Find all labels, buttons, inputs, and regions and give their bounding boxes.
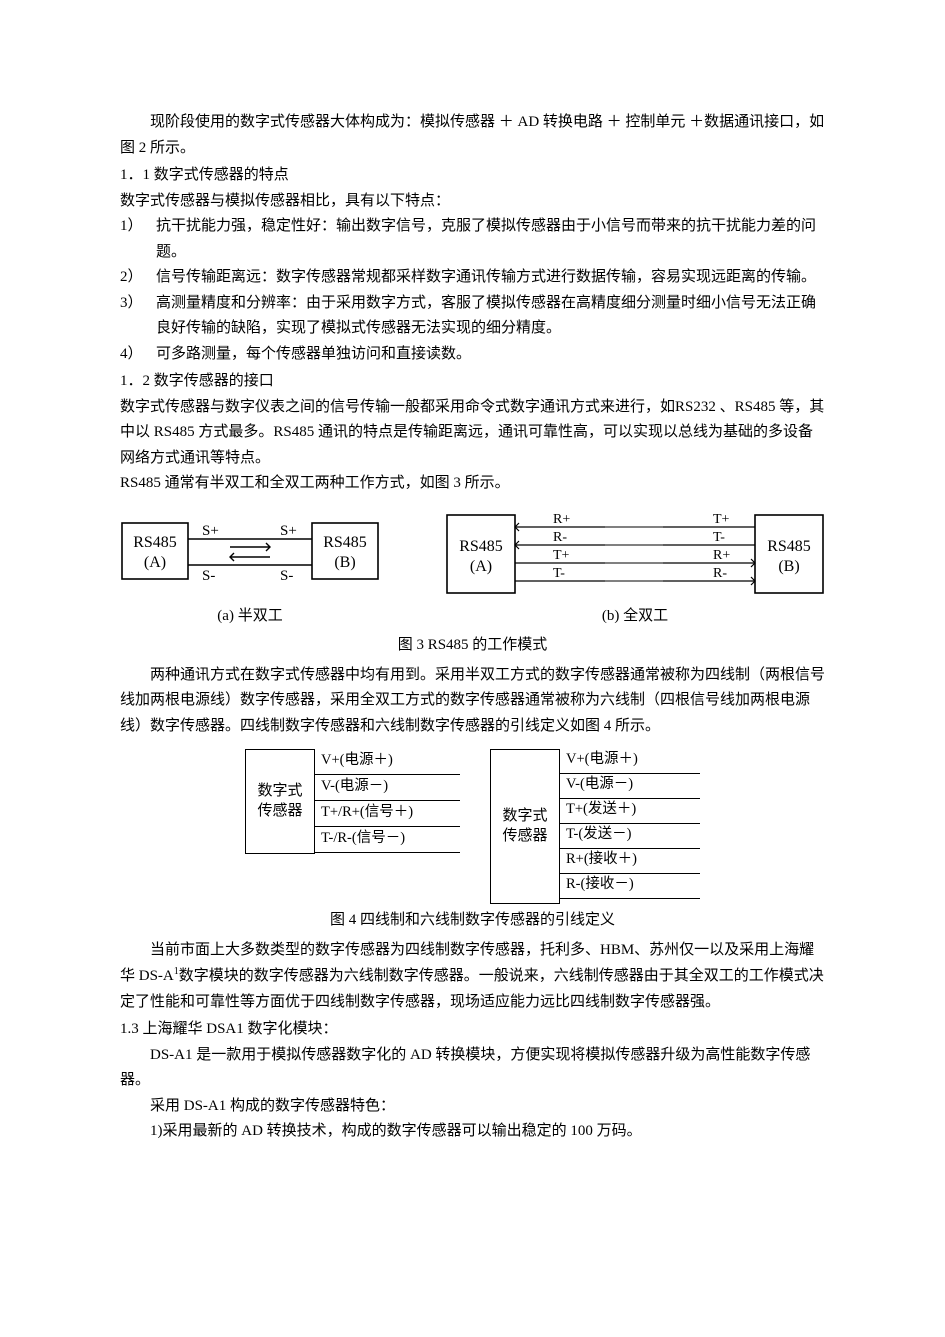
wire-label: T-/R-(信号－) (315, 827, 460, 853)
figure-3-caption: 图 3 RS485 的工作模式 (120, 633, 825, 659)
list-item: 1） 抗干扰能力强，稳定性好：输出数字信号，克服了模拟传感器由于小信号而带来的抗… (120, 214, 825, 265)
wire-label: R+(接收＋) (560, 849, 700, 874)
wire-list-4: V+(电源＋) V-(电源－) T+/R+(信号＋) T-/R-(信号－) (315, 749, 460, 853)
sensor-box-6wire: 数字式传感器 (490, 749, 560, 904)
list-text: 抗干扰能力强，稳定性好：输出数字信号，克服了模拟传感器由于小信号而带来的抗干扰能… (156, 214, 825, 265)
section-1-1-lead: 数字式传感器与模拟传感器相比，具有以下特点： (120, 189, 825, 215)
box-b-label1: RS485 (323, 534, 367, 551)
section-1-3-heading: 1.3 上海耀华 DSA1 数字化模块： (120, 1017, 825, 1043)
figure-4: 数字式传感器 V+(电源＋) V-(电源－) T+/R+(信号＋) T-/R-(… (120, 749, 825, 904)
wire-label: T+/R+(信号＋) (315, 801, 460, 827)
bidir-arrow-icon (230, 543, 270, 561)
label-s-plus-right: S+ (280, 523, 297, 539)
box-a-label2: (A) (144, 554, 166, 571)
half-duplex-diagram: RS485 (A) RS485 (B) S+ S+ S- S- (120, 505, 380, 600)
figure-3a: RS485 (A) RS485 (B) S+ S+ S- S- (a) 半双工 (120, 505, 380, 630)
after-fig4-paragraph: 当前市面上大多数类型的数字传感器为四线制数字传感器，托利多、HBM、苏州仅一以及… (120, 938, 825, 1016)
label-a-2: T+ (553, 548, 570, 563)
section-1-2-heading: 1．2 数字传感器的接口 (120, 369, 825, 395)
text-segment: 数字模块的数字传感器为六线制数字传感器。一般说来，六线制传感器由于其全双工的工作… (120, 968, 824, 1010)
label-b-2: R+ (713, 548, 730, 563)
section-1-2-p1: 数字式传感器与数字仪表之间的信号传输一般都采用命令式数字通讯方式来进行，如RS2… (120, 395, 825, 472)
label-b-0: T+ (713, 512, 730, 527)
box-a-label1: RS485 (459, 538, 503, 555)
label-a-1: R- (553, 530, 567, 545)
box-b-label2: (B) (334, 554, 355, 571)
wire-list-6: V+(电源＋) V-(电源－) T+(发送＋) T-(发送－) R+(接收＋) … (560, 749, 700, 899)
after-fig3-paragraph: 两种通讯方式在数字式传感器中均有用到。采用半双工方式的数字传感器通常被称为四线制… (120, 663, 825, 740)
figure-4-4wire: 数字式传感器 V+(电源＋) V-(电源－) T+/R+(信号＋) T-/R-(… (245, 749, 460, 904)
box-b-label2: (B) (778, 558, 799, 575)
label-s-minus-left: S- (202, 568, 215, 584)
label-s-minus-right: S- (280, 568, 293, 584)
section-1-1-heading: 1．1 数字式传感器的特点 (120, 163, 825, 189)
list-number: 4） (120, 342, 156, 368)
figure-3a-caption: (a) 半双工 (120, 604, 380, 630)
figure-3b-caption: (b) 全双工 (445, 604, 825, 630)
list-text: 信号传输距离远：数字传感器常规都采样数字通讯传输方式进行数据传输，容易实现远距离… (156, 265, 825, 291)
list-item: 2） 信号传输距离远：数字传感器常规都采样数字通讯传输方式进行数据传输，容易实现… (120, 265, 825, 291)
figure-3b: RS485 (A) RS485 (B) (445, 505, 825, 630)
figure-4-caption: 图 4 四线制和六线制数字传感器的引线定义 (120, 908, 825, 934)
section-1-3-b1: 1)采用最新的 AD 转换技术，构成的数字传感器可以输出稳定的 100 万码。 (120, 1119, 825, 1145)
list-number: 1） (120, 214, 156, 265)
intro-paragraph: 现阶段使用的数字式传感器大体构成为：模拟传感器 ＋ AD 转换电路 ＋ 控制单元… (120, 110, 825, 161)
list-item: 3） 高测量精度和分辨率：由于采用数字方式，客服了模拟传感器在高精度细分测量时细… (120, 291, 825, 342)
wire-label: V-(电源－) (560, 774, 700, 799)
label-s-plus-left: S+ (202, 523, 219, 539)
wire-label: V+(电源＋) (315, 749, 460, 775)
label-b-1: T- (713, 530, 725, 545)
figure-3: RS485 (A) RS485 (B) S+ S+ S- S- (a) 半双工 (120, 505, 825, 630)
box-a-label1: RS485 (133, 534, 177, 551)
section-1-3-p2: 采用 DS-A1 构成的数字传感器特色： (120, 1094, 825, 1120)
label-b-3: R- (713, 566, 727, 581)
wire-label: V-(电源－) (315, 775, 460, 801)
wire-label: T-(发送－) (560, 824, 700, 849)
list-text: 高测量精度和分辨率：由于采用数字方式，客服了模拟传感器在高精度细分测量时细小信号… (156, 291, 825, 342)
list-item: 4） 可多路测量，每个传感器单独访问和直接读数。 (120, 342, 825, 368)
box-b-label1: RS485 (767, 538, 811, 555)
label-a-0: R+ (553, 512, 570, 527)
wire-label: R-(接收－) (560, 874, 700, 899)
figure-4-6wire: 数字式传感器 V+(电源＋) V-(电源－) T+(发送＋) T-(发送－) R… (490, 749, 700, 904)
list-text: 可多路测量，每个传感器单独访问和直接读数。 (156, 342, 825, 368)
wire-label: T+(发送＋) (560, 799, 700, 824)
section-1-2-p2: RS485 通常有半双工和全双工两种工作方式，如图 3 所示。 (120, 471, 825, 497)
section-1-3-p1: DS-A1 是一款用于模拟传感器数字化的 AD 转换模块，方便实现将模拟传感器升… (120, 1043, 825, 1094)
box-a-label2: (A) (470, 558, 492, 575)
label-a-3: T- (553, 566, 565, 581)
full-duplex-diagram: RS485 (A) RS485 (B) (445, 505, 825, 600)
list-number: 3） (120, 291, 156, 342)
sensor-box-4wire: 数字式传感器 (245, 749, 315, 854)
wire-label: V+(电源＋) (560, 749, 700, 774)
list-number: 2） (120, 265, 156, 291)
